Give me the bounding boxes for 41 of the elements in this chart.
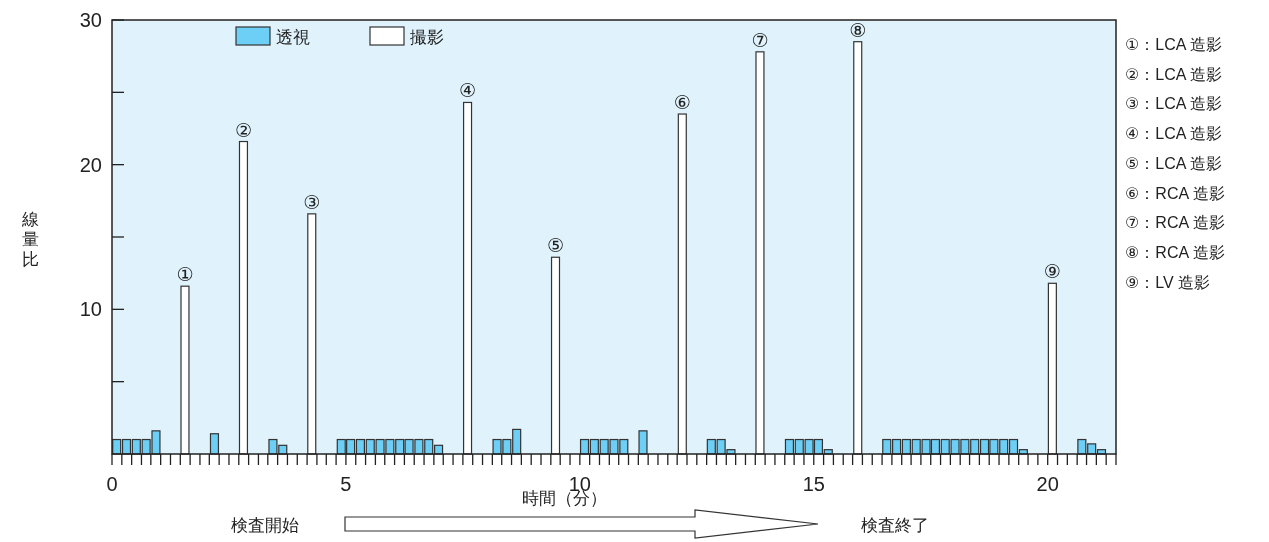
y-axis-title: 線量比 (20, 210, 39, 269)
annotation: ④ (459, 80, 477, 102)
annotation: ⑦ (751, 29, 769, 51)
bar (307, 213, 317, 455)
annotation: ⑧ (849, 19, 867, 41)
y-tick-label: 30 (79, 9, 102, 31)
bar (677, 113, 687, 455)
annotation: ② (234, 119, 252, 141)
bar (209, 433, 220, 455)
text: ⑨：LV 造影 (1125, 273, 1211, 291)
legend-label: 透視 (276, 28, 310, 47)
text: ⑦：RCA 造影 (1125, 214, 1225, 232)
text: 検査終了 (861, 516, 929, 535)
bar (853, 41, 863, 455)
annotation: ① (176, 264, 194, 286)
annotation: ⑤ (547, 235, 565, 257)
bar (755, 51, 765, 455)
text: ⑥：RCA 造影 (1125, 184, 1225, 202)
y-tick-label: 20 (79, 153, 102, 176)
text: 検査開始 (231, 516, 299, 535)
text: ⑤：LCA 造影 (1125, 154, 1223, 172)
bar (462, 101, 473, 455)
text: ①：LCA 造影 (1125, 36, 1223, 53)
text: ④：LCA 造影 (1125, 125, 1223, 143)
annotation: ⑥ (673, 92, 691, 114)
x-tick-label: 15 (802, 473, 825, 495)
bar (638, 430, 648, 455)
bar (1047, 282, 1057, 455)
x-tick-label: 5 (340, 473, 352, 495)
text: ③：LCA 造影 (1125, 95, 1223, 113)
x-tick-label: 20 (1036, 473, 1059, 495)
annotation: ⑨ (1043, 261, 1061, 283)
bar (238, 140, 249, 455)
bar (550, 256, 561, 455)
x-tick-label: 0 (106, 473, 118, 495)
text: ②：LCA 造影 (1125, 65, 1223, 83)
legend-label: 撮影 (410, 28, 444, 47)
text: ⑧：RCA 造影 (1125, 243, 1225, 261)
y-tick-label: 10 (79, 298, 102, 321)
bar (180, 285, 190, 455)
annotation: ③ (303, 191, 321, 213)
